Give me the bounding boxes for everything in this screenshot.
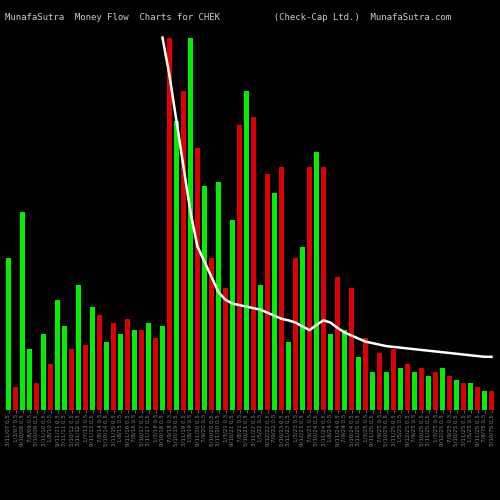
Bar [278,167,284,410]
Bar [132,330,138,410]
Bar [362,338,368,410]
Bar [152,338,158,410]
Bar [300,246,306,410]
Bar [236,125,242,410]
Bar [160,326,166,410]
Bar [328,334,334,410]
Bar [264,174,270,410]
Bar [208,258,214,410]
Bar [370,372,376,410]
Bar [174,121,180,410]
Bar [96,315,102,410]
Bar [426,376,432,410]
Bar [488,391,494,410]
Bar [194,148,200,410]
Bar [432,372,438,410]
Bar [62,326,68,410]
Bar [334,277,340,410]
Bar [20,212,26,410]
Bar [230,220,235,410]
Bar [440,368,446,410]
Bar [356,357,362,410]
Bar [188,38,194,410]
Bar [222,288,228,410]
Bar [468,384,473,410]
Bar [48,364,54,410]
Bar [76,284,82,410]
Bar [180,91,186,410]
Bar [124,319,130,410]
Bar [398,368,404,410]
Bar [320,167,326,410]
Bar [216,182,222,410]
Bar [376,353,382,410]
Bar [348,288,354,410]
Bar [342,330,347,410]
Bar [390,349,396,410]
Bar [104,342,110,410]
Bar [34,384,40,410]
Bar [292,258,298,410]
Bar [202,186,207,410]
Bar [412,372,418,410]
Bar [306,167,312,410]
Bar [384,372,390,410]
Bar [166,38,172,410]
Bar [90,308,96,410]
Bar [118,334,124,410]
Text: MunafaSutra  Money Flow  Charts for CHEK          (Check-Cap Ltd.)  MunafaSutra.: MunafaSutra Money Flow Charts for CHEK (… [5,14,451,22]
Bar [404,364,410,410]
Bar [110,322,116,410]
Bar [138,330,144,410]
Bar [418,368,424,410]
Bar [314,152,320,410]
Bar [258,284,264,410]
Bar [82,346,88,410]
Bar [446,376,452,410]
Bar [146,322,152,410]
Bar [286,342,292,410]
Bar [26,349,32,410]
Bar [12,387,18,410]
Bar [482,391,488,410]
Bar [250,118,256,410]
Bar [272,194,278,410]
Bar [40,334,46,410]
Bar [454,380,460,410]
Bar [6,258,12,410]
Bar [460,384,466,410]
Bar [244,91,250,410]
Bar [474,387,480,410]
Bar [68,349,74,410]
Bar [54,300,60,410]
